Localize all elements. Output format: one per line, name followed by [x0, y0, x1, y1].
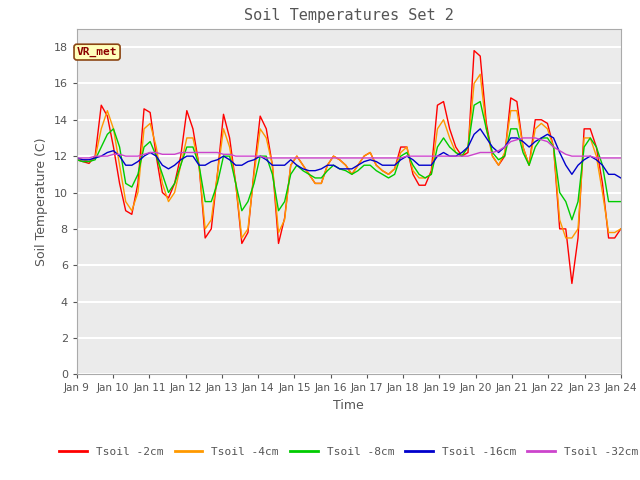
Tsoil -4cm — [458, 153, 466, 159]
Tsoil -2cm — [617, 226, 625, 232]
Tsoil -8cm — [568, 217, 576, 223]
Tsoil -16cm — [147, 150, 154, 156]
Tsoil -8cm — [531, 144, 539, 150]
Line: Tsoil -2cm: Tsoil -2cm — [77, 50, 621, 284]
Tsoil -8cm — [617, 199, 625, 204]
Tsoil -32cm — [238, 153, 246, 159]
Tsoil -8cm — [452, 150, 460, 156]
Tsoil -32cm — [543, 139, 551, 144]
Tsoil -8cm — [147, 139, 154, 144]
Line: Tsoil -8cm: Tsoil -8cm — [77, 102, 621, 220]
Tsoil -2cm — [470, 48, 478, 53]
Tsoil -8cm — [605, 199, 612, 204]
Tsoil -4cm — [476, 72, 484, 77]
Tsoil -4cm — [73, 155, 81, 161]
Tsoil -16cm — [238, 162, 246, 168]
Tsoil -2cm — [543, 120, 551, 126]
Tsoil -2cm — [605, 235, 612, 241]
Line: Tsoil -16cm: Tsoil -16cm — [77, 129, 621, 178]
Tsoil -8cm — [476, 99, 484, 105]
Tsoil -4cm — [147, 120, 154, 126]
Tsoil -4cm — [238, 235, 246, 241]
Tsoil -32cm — [147, 150, 154, 156]
Tsoil -32cm — [452, 153, 460, 159]
Tsoil -2cm — [147, 109, 154, 115]
Title: Soil Temperatures Set 2: Soil Temperatures Set 2 — [244, 9, 454, 24]
Tsoil -4cm — [550, 144, 557, 150]
Tsoil -32cm — [617, 155, 625, 161]
Y-axis label: Soil Temperature (C): Soil Temperature (C) — [35, 137, 48, 266]
Tsoil -32cm — [73, 155, 81, 161]
Tsoil -16cm — [73, 155, 81, 161]
Tsoil -2cm — [73, 157, 81, 163]
Tsoil -4cm — [538, 120, 545, 126]
Legend: Tsoil -2cm, Tsoil -4cm, Tsoil -8cm, Tsoil -16cm, Tsoil -32cm: Tsoil -2cm, Tsoil -4cm, Tsoil -8cm, Tsoi… — [55, 442, 640, 461]
Tsoil -8cm — [238, 208, 246, 214]
Tsoil -16cm — [476, 126, 484, 132]
Tsoil -2cm — [452, 144, 460, 150]
Tsoil -2cm — [238, 240, 246, 246]
Tsoil -32cm — [598, 155, 606, 161]
Tsoil -8cm — [73, 157, 81, 163]
Tsoil -2cm — [531, 117, 539, 122]
Tsoil -16cm — [531, 139, 539, 144]
Text: VR_met: VR_met — [77, 47, 117, 57]
Tsoil -32cm — [519, 135, 527, 141]
Tsoil -4cm — [244, 226, 252, 232]
X-axis label: Time: Time — [333, 399, 364, 412]
Tsoil -8cm — [543, 135, 551, 141]
Tsoil -4cm — [617, 226, 625, 232]
Tsoil -32cm — [531, 135, 539, 141]
Tsoil -4cm — [605, 229, 612, 235]
Line: Tsoil -4cm: Tsoil -4cm — [77, 74, 621, 238]
Tsoil -16cm — [598, 162, 606, 168]
Line: Tsoil -32cm: Tsoil -32cm — [77, 138, 621, 158]
Tsoil -2cm — [568, 281, 576, 287]
Tsoil -16cm — [617, 175, 625, 181]
Tsoil -16cm — [452, 153, 460, 159]
Tsoil -16cm — [543, 132, 551, 137]
